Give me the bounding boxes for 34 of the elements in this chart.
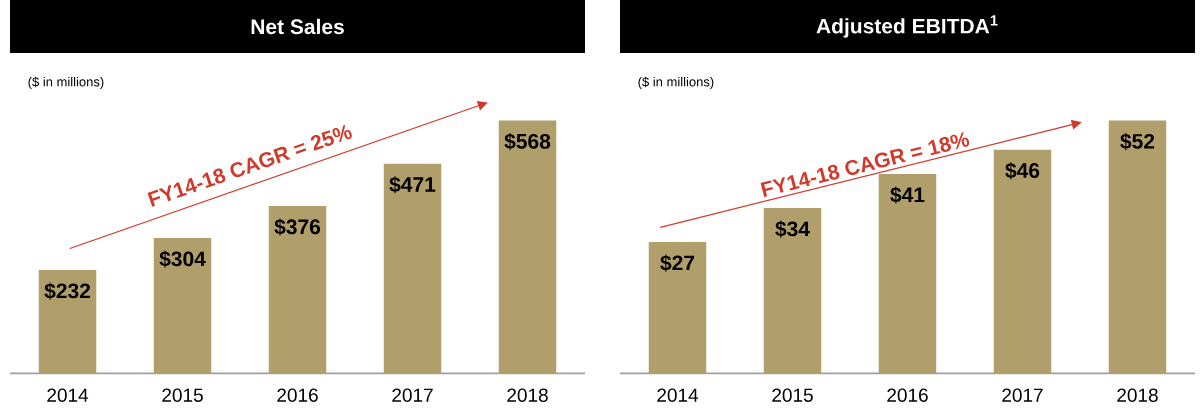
- x-tick-label: 2018: [507, 388, 548, 402]
- bar: [648, 241, 707, 374]
- data-label: $34: [775, 220, 810, 238]
- bar: [498, 120, 557, 374]
- data-label: $41: [890, 186, 925, 204]
- data-label: $46: [1005, 161, 1040, 180]
- data-label: $304: [159, 250, 206, 268]
- bar: [268, 205, 327, 374]
- data-label: $376: [274, 218, 321, 236]
- data-label: $27: [660, 254, 695, 272]
- chart-subtitle: ($ in millions): [638, 76, 714, 89]
- x-tick-label: 2018: [1117, 388, 1158, 402]
- bar: [383, 163, 442, 374]
- x-tick-label: 2016: [887, 388, 928, 402]
- bar: [763, 207, 822, 374]
- chart-subtitle: ($ in millions): [28, 76, 104, 89]
- chart-title: Adjusted EBITDA$^{1}$: [816, 15, 998, 38]
- data-label: $568: [504, 132, 551, 150]
- x-tick-label: 2014: [657, 388, 699, 402]
- x-tick-label: 2016: [277, 388, 318, 402]
- bar: [1108, 120, 1167, 374]
- data-label: $471: [389, 175, 436, 194]
- bar: [878, 173, 937, 374]
- bar: [993, 149, 1052, 374]
- bar: [38, 269, 97, 374]
- x-tick-label: 2014: [47, 388, 89, 402]
- x-tick-label: 2017: [392, 388, 433, 402]
- x-tick-label: 2015: [772, 388, 813, 402]
- data-label: $52: [1120, 132, 1155, 150]
- bar: [153, 237, 212, 374]
- x-tick-label: 2015: [162, 388, 203, 402]
- x-tick-label: 2017: [1002, 388, 1043, 402]
- chart-title: Net Sales: [251, 18, 344, 35]
- data-label: $232: [44, 282, 91, 300]
